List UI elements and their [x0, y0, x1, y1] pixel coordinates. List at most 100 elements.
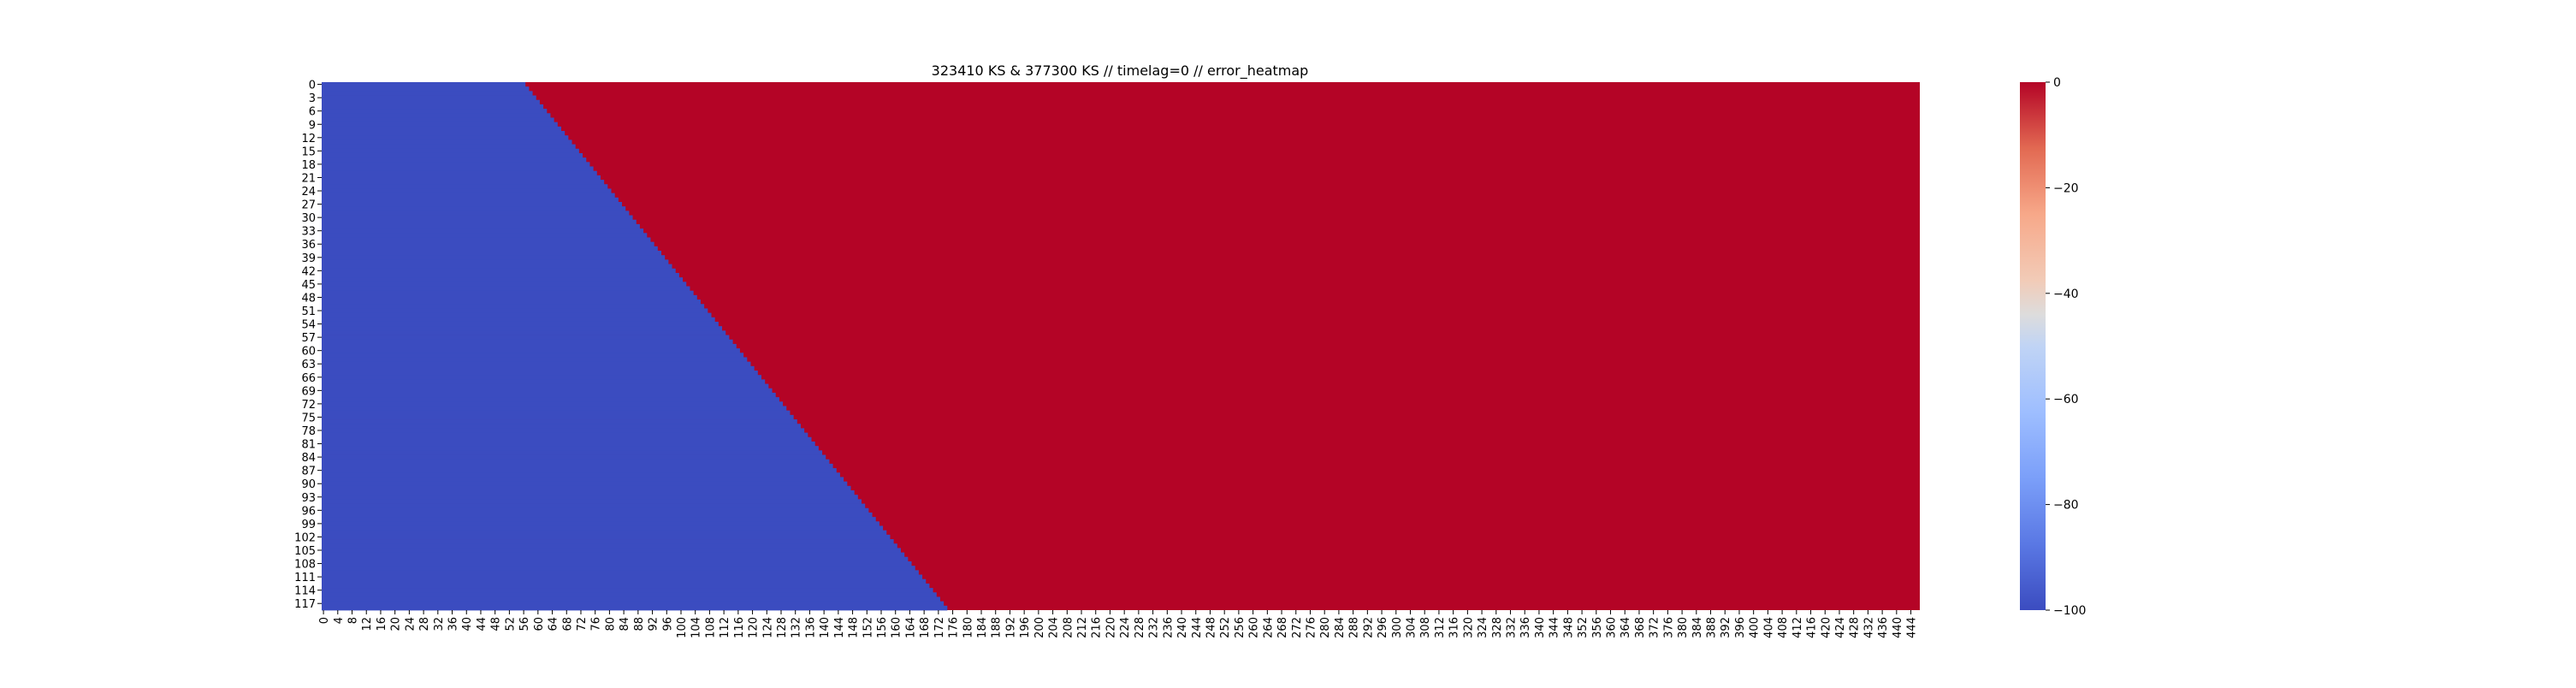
x-tick-label: 296 — [1377, 617, 1389, 638]
x-tick-label: 384 — [1691, 617, 1704, 638]
y-tick-label: 0 — [309, 80, 316, 92]
heatmap-row-low-cells — [322, 166, 594, 172]
x-tick-label: 36 — [447, 617, 460, 632]
x-tick-label: 40 — [461, 617, 474, 632]
y-tick-label: 9 — [309, 119, 316, 132]
y-tick-label: 111 — [294, 572, 316, 584]
heatmap-row-low-cells — [322, 206, 626, 211]
heatmap-row-low-cells — [322, 131, 566, 136]
x-tick-label: 400 — [1749, 617, 1762, 638]
x-tick-label: 100 — [676, 617, 689, 638]
x-tick-label: 212 — [1076, 617, 1089, 638]
x-tick-label: 300 — [1391, 617, 1404, 638]
x-tick-label: 276 — [1305, 617, 1318, 638]
colorbar-tick-label: −40 — [2053, 288, 2079, 301]
x-tick-label: 64 — [548, 617, 560, 632]
x-tick-label: 48 — [490, 617, 503, 632]
heatmap-row-low-cells — [322, 592, 937, 597]
x-tick-label: 32 — [433, 617, 446, 632]
heatmap-row-low-cells — [322, 525, 884, 531]
colorbar-tick-label: −20 — [2053, 181, 2079, 195]
x-tick-label: 332 — [1506, 617, 1519, 638]
heatmap-row-low-cells — [322, 139, 572, 145]
y-tick-label: 27 — [301, 199, 316, 212]
chart-title: 323410 KS & 377300 KS // timelag=0 // er… — [932, 62, 1309, 80]
x-tick-label: 184 — [976, 617, 989, 638]
heatmap-row-low-cells — [322, 583, 930, 589]
y-tick-label: 72 — [301, 399, 316, 412]
heatmap-row-low-cells — [322, 548, 901, 553]
x-tick-label: 424 — [1834, 617, 1847, 638]
y-tick-label: 15 — [301, 145, 316, 158]
heatmap-row-low-cells — [322, 446, 819, 451]
colorbar-tick-label: −60 — [2053, 393, 2079, 406]
colorbar-ticks: 0 −20 −40 −60 −80 −100 — [2046, 76, 2086, 618]
x-tick-label: 132 — [791, 617, 803, 638]
x-tick-label: 204 — [1048, 617, 1061, 638]
heatmap-row-low-cells — [322, 228, 644, 234]
heatmap-row-low-cells — [322, 436, 812, 442]
y-tick-label: 87 — [301, 466, 316, 478]
y-tick-label: 102 — [294, 531, 316, 544]
x-tick-label: 292 — [1362, 617, 1375, 638]
heatmap-row-low-cells — [322, 211, 630, 216]
colorbar-gradient — [2020, 82, 2046, 610]
heatmap-row-low-cells — [322, 109, 548, 114]
x-tick-label: 208 — [1062, 617, 1075, 638]
x-tick-label: 328 — [1491, 617, 1504, 638]
heatmap-row-low-cells — [322, 432, 808, 438]
x-tick-label: 244 — [1191, 617, 1204, 638]
heatmap-row-low-cells — [322, 272, 679, 278]
y-tick-label: 57 — [301, 332, 316, 345]
y-tick-label: 3 — [309, 92, 316, 105]
x-tick-label: 436 — [1877, 617, 1890, 638]
heatmap-row-low-cells — [322, 188, 612, 194]
heatmap-row-low-cells — [322, 180, 605, 185]
colorbar-tick-label: −80 — [2053, 499, 2079, 513]
y-tick-label: 48 — [301, 292, 316, 305]
heatmap-row-low-cells — [322, 135, 569, 140]
y-tick-label: 21 — [301, 172, 316, 185]
heatmap-row-low-cells — [322, 255, 666, 260]
heatmap-row-low-cells — [322, 201, 623, 207]
heatmap-row-low-cells — [322, 162, 590, 167]
x-tick-label: 352 — [1577, 617, 1590, 638]
heatmap-row-low-cells — [322, 454, 826, 460]
heatmap-row-low-cells — [322, 459, 830, 465]
x-tick-label: 248 — [1205, 617, 1217, 638]
heatmap-row-low-cells — [322, 144, 576, 150]
heatmap-row-low-cells — [322, 499, 862, 504]
x-tick-label: 120 — [748, 617, 761, 638]
x-tick-label: 148 — [848, 617, 861, 638]
heatmap-row-low-cells — [322, 397, 779, 402]
x-tick-label: 376 — [1662, 617, 1675, 638]
x-tick-label: 172 — [933, 617, 946, 638]
x-tick-label: 284 — [1334, 617, 1347, 638]
heatmap-row-low-cells — [322, 441, 815, 447]
heatmap-row-low-cells — [322, 481, 848, 487]
heatmap-row-low-cells — [322, 91, 533, 96]
x-tick-label: 104 — [690, 617, 703, 638]
heatmap-row-low-cells — [322, 259, 669, 264]
x-tick-label: 68 — [561, 617, 574, 632]
heatmap-row-low-cells — [322, 193, 615, 199]
heatmap-row-low-cells — [322, 530, 887, 536]
x-tick-label: 192 — [1004, 617, 1017, 638]
x-tick-label: 160 — [891, 617, 903, 638]
x-tick-label: 232 — [1148, 617, 1161, 638]
y-tick-label: 99 — [301, 519, 316, 531]
x-tick-label: 280 — [1319, 617, 1332, 638]
x-tick-label: 348 — [1562, 617, 1575, 638]
x-tick-label: 324 — [1477, 617, 1489, 638]
y-tick-label: 90 — [301, 478, 316, 491]
x-tick-label: 444 — [1906, 617, 1919, 638]
heatmap-row-low-cells — [322, 286, 690, 292]
x-tick-label: 92 — [648, 617, 660, 632]
x-tick-label: 72 — [576, 617, 589, 632]
y-tick-label: 117 — [294, 598, 316, 611]
x-tick-label: 156 — [876, 617, 889, 638]
x-tick-label: 408 — [1777, 617, 1790, 638]
heatmap-row-low-cells — [322, 472, 840, 477]
y-tick-label: 78 — [301, 425, 316, 438]
